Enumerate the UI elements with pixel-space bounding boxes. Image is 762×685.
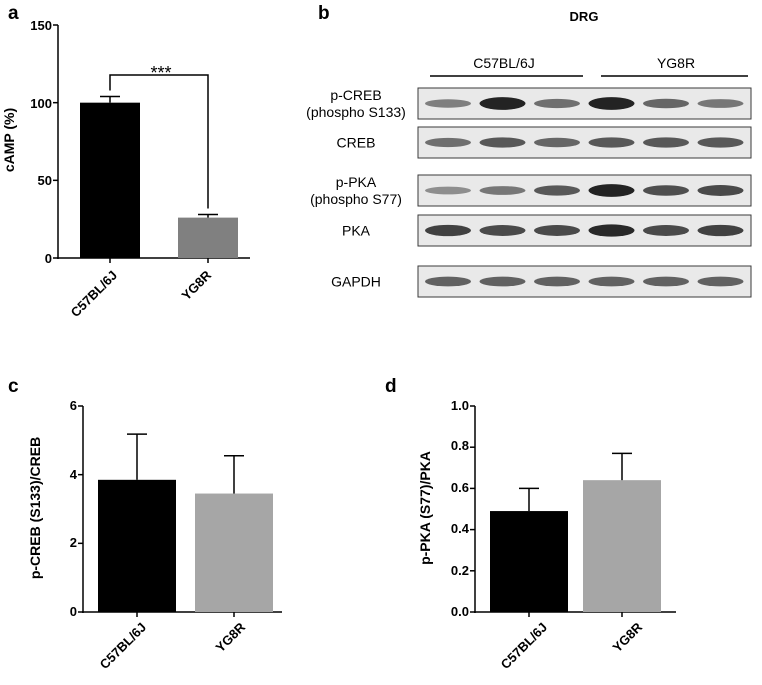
blot-row-label-2: (phospho S77) bbox=[310, 191, 402, 207]
blot-row-label-1: CREB bbox=[337, 135, 376, 151]
blot-band-1-1 bbox=[479, 137, 526, 148]
blot-band-2-0 bbox=[425, 186, 471, 195]
blot-group-label-yg8r: YG8R bbox=[657, 55, 695, 71]
chart-a-significance: *** bbox=[150, 63, 171, 83]
chart-d-ytick-5: 1.0 bbox=[451, 398, 469, 413]
blot-row-label-3: PKA bbox=[342, 223, 371, 239]
blot-band-3-4 bbox=[643, 225, 689, 236]
chart-c: p-CREB (S133)/CREB 0 2 4 6 C57BL/6J YG8R bbox=[27, 398, 282, 672]
panel-label-c: c bbox=[8, 376, 19, 397]
chart-d-ytick-0: 0.0 bbox=[451, 604, 469, 619]
chart-a-ytick-0: 0 bbox=[45, 251, 52, 266]
chart-d-ytick-2: 0.4 bbox=[451, 521, 470, 536]
chart-d-xtick-0: C57BL/6J bbox=[498, 620, 551, 673]
blot-band-4-4 bbox=[643, 276, 689, 287]
chart-a-xtick-1: YG8R bbox=[178, 267, 214, 303]
chart-d-ytick-1: 0.2 bbox=[451, 563, 469, 578]
blot-band-4-1 bbox=[479, 276, 526, 287]
blot-band-2-2 bbox=[534, 185, 580, 196]
blot-band-3-5 bbox=[697, 224, 744, 237]
blot-title: DRG bbox=[570, 9, 599, 24]
blot-band-0-2 bbox=[534, 98, 580, 109]
blot-group-label-c57: C57BL/6J bbox=[473, 55, 534, 71]
chart-a-bar-0 bbox=[80, 102, 140, 259]
blot-band-2-1 bbox=[479, 186, 526, 195]
chart-a-ytick-1: 50 bbox=[38, 173, 52, 188]
chart-c-ytick-1: 2 bbox=[70, 535, 77, 550]
blot-band-1-5 bbox=[697, 137, 744, 148]
chart-c-xtick-0: C57BL/6J bbox=[97, 620, 150, 673]
panel-label-d: d bbox=[385, 376, 397, 397]
blot-band-4-5 bbox=[697, 276, 744, 287]
blot-band-0-4 bbox=[643, 98, 689, 109]
blot-row-2 bbox=[417, 174, 752, 207]
panel-label-b: b bbox=[318, 3, 330, 24]
chart-d-ytick-4: 0.8 bbox=[451, 438, 469, 453]
chart-a-bar-1 bbox=[178, 217, 238, 258]
chart-c-xtick-1: YG8R bbox=[212, 619, 248, 655]
blot-band-0-1 bbox=[479, 97, 526, 110]
blot-band-0-5 bbox=[697, 99, 744, 108]
blot-row-1 bbox=[417, 126, 752, 159]
chart-a-xtick-0: C57BL/6J bbox=[68, 268, 121, 321]
blot-band-2-4 bbox=[643, 185, 689, 196]
blot-band-1-0 bbox=[425, 137, 471, 148]
chart-d-ylabel: p-PKA (S77)/PKA bbox=[417, 451, 433, 565]
blot-band-3-2 bbox=[534, 225, 580, 236]
blot-band-3-3 bbox=[588, 224, 635, 237]
blot-band-1-3 bbox=[588, 137, 635, 148]
chart-c-ylabel: p-CREB (S133)/CREB bbox=[27, 437, 43, 579]
blot-band-1-4 bbox=[643, 137, 689, 148]
chart-c-ytick-0: 0 bbox=[70, 604, 77, 619]
chart-d-xtick-1: YG8R bbox=[609, 619, 645, 655]
chart-c-bar-0 bbox=[98, 479, 176, 612]
chart-d-bar-1 bbox=[583, 480, 661, 612]
blot-band-3-0 bbox=[425, 224, 471, 237]
blot-band-4-3 bbox=[588, 276, 635, 287]
blot-row-4 bbox=[417, 265, 752, 298]
chart-c-ytick-3: 6 bbox=[70, 398, 77, 413]
chart-a: cAMP (%) 0 50 100 150 *** C57BL/6J YG8R bbox=[1, 18, 250, 320]
blot-row-label-2: p-PKA bbox=[336, 174, 377, 190]
blot-band-2-3 bbox=[588, 184, 635, 197]
blot-band-0-0 bbox=[425, 99, 471, 108]
blot-band-4-2 bbox=[534, 276, 580, 287]
chart-a-ytick-2: 100 bbox=[30, 96, 52, 111]
chart-d-bar-0 bbox=[490, 511, 568, 612]
chart-d-ytick-3: 0.6 bbox=[451, 480, 469, 495]
chart-c-bar-1 bbox=[195, 493, 273, 612]
chart-a-significance-bracket bbox=[109, 74, 209, 209]
blot-band-1-2 bbox=[534, 137, 580, 148]
blot-band-4-0 bbox=[425, 276, 471, 287]
blot-band-2-5 bbox=[697, 185, 744, 196]
blot-band-3-1 bbox=[479, 225, 526, 236]
blot-row-0 bbox=[417, 87, 752, 120]
blot-band-0-3 bbox=[588, 97, 635, 110]
western-blot: DRG C57BL/6J YG8R p-CREB(phospho S133) CR… bbox=[306, 9, 752, 298]
chart-d: p-PKA (S77)/PKA 0.0 0.2 0.4 0.6 0.8 1.0 … bbox=[417, 398, 676, 672]
chart-c-ytick-2: 4 bbox=[70, 467, 78, 482]
blot-row-label-4: GAPDH bbox=[331, 274, 381, 290]
blot-row-3 bbox=[417, 214, 752, 247]
blot-row-label-0: (phospho S133) bbox=[306, 104, 406, 120]
chart-a-ytick-3: 150 bbox=[30, 18, 52, 33]
chart-a-ylabel: cAMP (%) bbox=[1, 108, 17, 172]
panel-label-a: a bbox=[8, 3, 19, 24]
blot-row-label-0: p-CREB bbox=[330, 87, 381, 103]
